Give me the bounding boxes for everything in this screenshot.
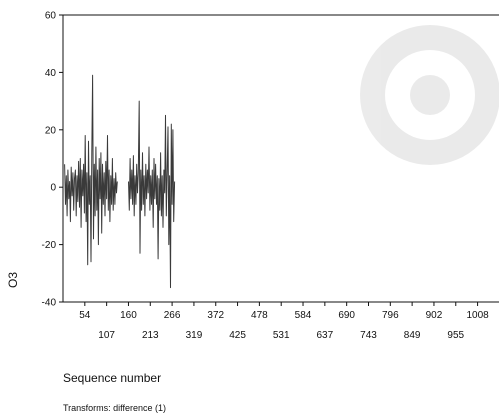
x-tick-label: 160 (120, 310, 137, 321)
x-axis-title: Sequence number (63, 371, 161, 385)
x-tick-label: 266 (164, 310, 181, 321)
x-tick-label: 637 (317, 330, 334, 341)
x-tick-label: 319 (186, 330, 203, 341)
x-tick-label: 54 (79, 310, 91, 321)
x-tick-label: 584 (295, 310, 312, 321)
series-line-segment (64, 74, 118, 266)
x-tick-label: 849 (404, 330, 421, 341)
x-tick-label: 425 (229, 330, 246, 341)
y-tick-label: 20 (45, 125, 57, 136)
x-tick-label: 213 (142, 330, 159, 341)
y-axis-title: O3 (6, 272, 20, 288)
y-tick-label: -40 (42, 298, 57, 309)
x-tick-label: 478 (251, 310, 268, 321)
x-tick-label: 1008 (466, 310, 489, 321)
y-tick-label: -20 (42, 240, 57, 251)
x-tick-label: 531 (273, 330, 290, 341)
x-tick-label: 955 (447, 330, 464, 341)
x-tick-label: 743 (360, 330, 377, 341)
x-tick-label: 372 (207, 310, 224, 321)
y-axis-ticks: -40 -20 0 20 40 60 (42, 11, 63, 309)
y-tick-label: 40 (45, 68, 57, 79)
x-tick-label: 107 (98, 330, 115, 341)
y-tick-label: 60 (45, 11, 57, 22)
x-axis-ticks: 54 160 266 372 478 584 690 796 902 1008 107 213 319 4… (79, 302, 489, 341)
series-lines (64, 74, 176, 289)
x-tick-label: 690 (338, 310, 355, 321)
x-tick-label: 796 (382, 310, 399, 321)
y-tick-label: 0 (50, 183, 56, 194)
series-line-segment (128, 100, 176, 289)
transform-note: Transforms: difference (1) (63, 403, 166, 413)
x-tick-label: 902 (426, 310, 443, 321)
watermark-ornament (360, 25, 499, 165)
